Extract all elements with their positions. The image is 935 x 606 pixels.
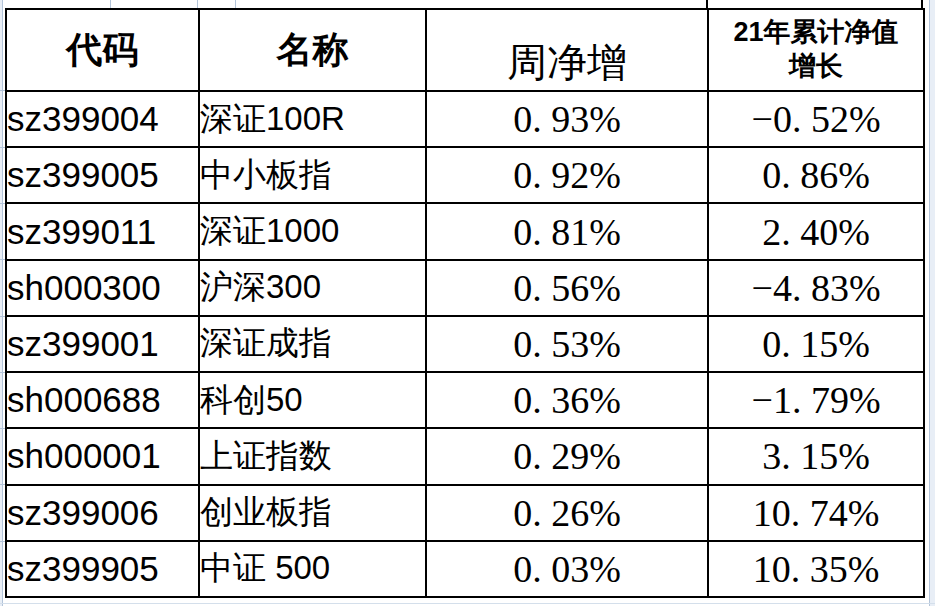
cell-cumulative[interactable]: −4. 83% <box>708 260 924 316</box>
table-row: sh000001 上证指数 0. 29% 3. 15% <box>6 428 924 484</box>
cell-code[interactable]: sz399905 <box>6 541 199 597</box>
header-cell-code[interactable]: 代码 <box>6 9 199 91</box>
table-row: sz399905 中证 500 0. 03% 10. 35% <box>6 541 924 597</box>
index-performance-table: 代码 名称 周净增 21年累计净值增长 sz399004 深证100R 0. 9… <box>5 8 925 598</box>
header-line1: 21年累计净值 <box>709 16 923 50</box>
top-gridline <box>235 0 236 8</box>
cell-cumulative[interactable]: 10. 74% <box>708 485 924 541</box>
cell-cumulative[interactable]: 10. 35% <box>708 541 924 597</box>
cell-cumulative[interactable]: 0. 86% <box>708 147 924 203</box>
cell-name[interactable]: 科创50 <box>199 372 426 428</box>
cell-cumulative[interactable]: −0. 52% <box>708 91 924 147</box>
cell-weekly[interactable]: 0. 92% <box>426 147 708 203</box>
cell-name[interactable]: 沪深300 <box>199 260 426 316</box>
header-cell-name[interactable]: 名称 <box>199 9 426 91</box>
top-border-stub <box>921 0 923 8</box>
cell-name[interactable]: 深证成指 <box>199 316 426 372</box>
bottom-gridline <box>0 603 935 604</box>
cell-name[interactable]: 深证1000 <box>199 203 426 259</box>
top-gridline <box>110 0 111 8</box>
cell-code[interactable]: sz399011 <box>6 203 199 259</box>
cell-weekly[interactable]: 0. 29% <box>426 428 708 484</box>
cell-name[interactable]: 深证100R <box>199 91 426 147</box>
cell-code[interactable]: sh000001 <box>6 428 199 484</box>
right-edge-fill <box>930 0 935 606</box>
cell-code[interactable]: sh000688 <box>6 372 199 428</box>
table-row: sz399011 深证1000 0. 81% 2. 40% <box>6 203 924 259</box>
table-row: sz399005 中小板指 0. 92% 0. 86% <box>6 147 924 203</box>
cell-code[interactable]: sz399005 <box>6 147 199 203</box>
header-row: 代码 名称 周净增 21年累计净值增长 <box>6 9 924 91</box>
cell-name[interactable]: 上证指数 <box>199 428 426 484</box>
table-row: sh000688 科创50 0. 36% −1. 79% <box>6 372 924 428</box>
cell-weekly[interactable]: 0. 26% <box>426 485 708 541</box>
cell-cumulative[interactable]: −1. 79% <box>708 372 924 428</box>
cell-cumulative[interactable]: 3. 15% <box>708 428 924 484</box>
cell-name[interactable]: 中证 500 <box>199 541 426 597</box>
header-cell-2021-cumulative-growth[interactable]: 21年累计净值增长 <box>708 9 924 91</box>
cell-weekly[interactable]: 0. 56% <box>426 260 708 316</box>
header-line2: 增长 <box>709 50 923 84</box>
table-row: sz399004 深证100R 0. 93% −0. 52% <box>6 91 924 147</box>
cell-weekly[interactable]: 0. 93% <box>426 91 708 147</box>
cell-code[interactable]: sz399004 <box>6 91 199 147</box>
spreadsheet-viewport: 代码 名称 周净增 21年累计净值增长 sz399004 深证100R 0. 9… <box>0 0 935 606</box>
cell-cumulative[interactable]: 0. 15% <box>708 316 924 372</box>
cell-cumulative[interactable]: 2. 40% <box>708 203 924 259</box>
top-border-stub <box>706 0 708 8</box>
cell-code[interactable]: sz399001 <box>6 316 199 372</box>
cell-name[interactable]: 中小板指 <box>199 147 426 203</box>
table-row: sh000300 沪深300 0. 56% −4. 83% <box>6 260 924 316</box>
table-row: sz399006 创业板指 0. 26% 10. 74% <box>6 485 924 541</box>
cell-weekly[interactable]: 0. 36% <box>426 372 708 428</box>
header-cell-weekly-net-increase[interactable]: 周净增 <box>426 9 708 91</box>
cell-code[interactable]: sz399006 <box>6 485 199 541</box>
cell-weekly[interactable]: 0. 03% <box>426 541 708 597</box>
cell-code[interactable]: sh000300 <box>6 260 199 316</box>
cell-name[interactable]: 创业板指 <box>199 485 426 541</box>
top-gridline <box>197 0 198 8</box>
table-row: sz399001 深证成指 0. 53% 0. 15% <box>6 316 924 372</box>
cell-weekly[interactable]: 0. 53% <box>426 316 708 372</box>
cell-weekly[interactable]: 0. 81% <box>426 203 708 259</box>
